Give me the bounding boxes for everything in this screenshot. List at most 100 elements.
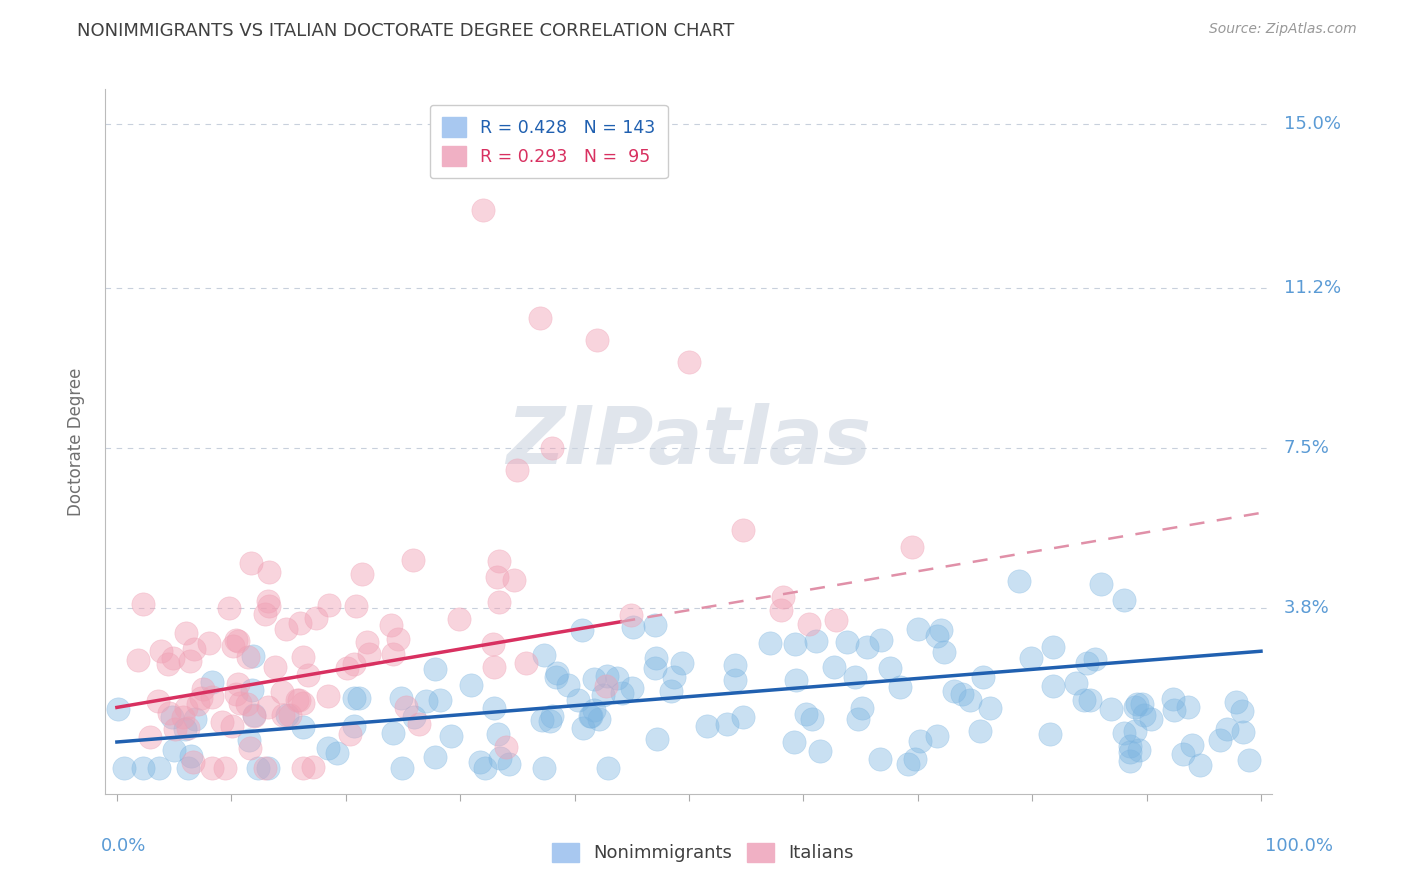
Point <box>238 733 260 747</box>
Point <box>1232 725 1254 739</box>
Point <box>343 657 366 671</box>
Point <box>447 612 470 626</box>
Point <box>969 724 991 739</box>
Point <box>382 725 405 739</box>
Point <box>352 566 374 581</box>
Point <box>157 706 180 720</box>
Point <box>177 761 200 775</box>
Point <box>1163 703 1185 717</box>
Point <box>959 693 981 707</box>
Point <box>254 607 277 621</box>
Point <box>644 661 666 675</box>
Point <box>325 746 347 760</box>
Point <box>897 756 920 771</box>
Point <box>1177 699 1199 714</box>
Point <box>724 658 747 673</box>
Point <box>908 733 931 747</box>
Point <box>131 597 153 611</box>
Point <box>1073 693 1095 707</box>
Point <box>235 697 257 711</box>
Point <box>644 618 666 632</box>
Point <box>429 693 451 707</box>
Legend: Nonimmigrants, Italians: Nonimmigrants, Italians <box>546 836 860 870</box>
Point <box>343 690 366 705</box>
Point <box>1128 743 1150 757</box>
Point <box>1118 739 1140 753</box>
Point <box>578 709 600 723</box>
Point <box>879 661 901 675</box>
Point <box>846 712 869 726</box>
Point <box>257 761 280 775</box>
Point <box>1139 712 1161 726</box>
Point <box>1239 753 1261 767</box>
Point <box>292 649 315 664</box>
Point <box>482 701 505 715</box>
Point <box>498 757 520 772</box>
Point <box>844 670 866 684</box>
Text: ZIPatlas: ZIPatlas <box>506 402 872 481</box>
Point <box>336 661 359 675</box>
Point <box>808 744 831 758</box>
Point <box>582 703 605 717</box>
Point <box>783 735 806 749</box>
Point <box>287 692 309 706</box>
Point <box>621 620 644 634</box>
Point <box>183 641 205 656</box>
Point <box>929 623 952 637</box>
Point <box>415 694 437 708</box>
Text: 3.8%: 3.8% <box>1284 599 1329 617</box>
Point <box>595 679 617 693</box>
Point <box>1119 754 1142 768</box>
Point <box>107 702 129 716</box>
Point <box>221 719 243 733</box>
Point <box>538 714 561 729</box>
Point <box>1171 747 1194 761</box>
Point <box>869 632 891 647</box>
Point <box>276 708 298 723</box>
Point <box>112 761 135 775</box>
Point <box>482 660 505 674</box>
Point <box>544 670 567 684</box>
Point <box>586 333 609 347</box>
Text: 0.0%: 0.0% <box>101 837 146 855</box>
Point <box>201 675 224 690</box>
Point <box>380 618 402 632</box>
Point <box>769 603 792 617</box>
Point <box>851 700 873 714</box>
Point <box>797 617 820 632</box>
Point <box>598 761 620 775</box>
Point <box>1076 657 1098 671</box>
Point <box>163 743 186 757</box>
Point <box>127 652 149 666</box>
Point <box>572 721 595 735</box>
Point <box>347 690 370 705</box>
Point <box>1042 640 1064 654</box>
Point <box>239 741 262 756</box>
Point <box>270 685 292 699</box>
Point <box>1126 697 1149 711</box>
Point <box>1019 650 1042 665</box>
Point <box>254 761 277 775</box>
Point <box>243 708 266 723</box>
Point <box>181 755 204 769</box>
Point <box>242 648 264 663</box>
Point <box>174 626 197 640</box>
Point <box>163 723 186 737</box>
Point <box>927 629 949 643</box>
Text: 15.0%: 15.0% <box>1284 115 1340 133</box>
Point <box>620 681 643 696</box>
Point <box>149 643 172 657</box>
Text: 11.2%: 11.2% <box>1284 279 1341 297</box>
Point <box>472 203 495 218</box>
Point <box>979 701 1001 715</box>
Point <box>1118 745 1140 759</box>
Point <box>401 553 423 567</box>
Point <box>723 673 745 687</box>
Point <box>772 590 794 604</box>
Point <box>131 761 153 775</box>
Point <box>495 739 517 754</box>
Point <box>567 693 589 707</box>
Point <box>156 657 179 672</box>
Point <box>240 683 263 698</box>
Point <box>186 697 208 711</box>
